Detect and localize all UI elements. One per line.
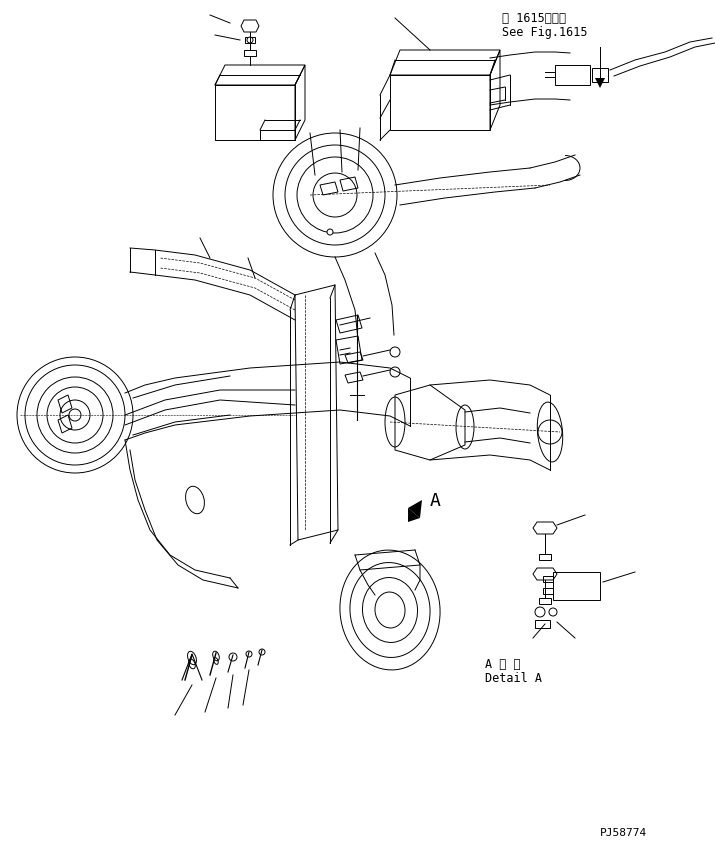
Polygon shape (595, 78, 605, 88)
Circle shape (538, 420, 562, 444)
Polygon shape (408, 508, 420, 522)
Text: PJ58774: PJ58774 (600, 828, 647, 838)
Circle shape (69, 409, 81, 421)
Text: Detail A: Detail A (485, 672, 542, 685)
Text: 第 1615図参照: 第 1615図参照 (502, 12, 566, 25)
Polygon shape (408, 500, 422, 518)
Circle shape (247, 37, 253, 43)
Circle shape (549, 608, 557, 616)
Text: A: A (430, 492, 441, 510)
Circle shape (229, 653, 237, 661)
Circle shape (246, 651, 252, 657)
Circle shape (390, 347, 400, 357)
Circle shape (327, 229, 333, 235)
Circle shape (273, 133, 397, 257)
Text: A 詳 細: A 詳 細 (485, 658, 521, 671)
Circle shape (259, 649, 265, 655)
Circle shape (390, 367, 400, 377)
Circle shape (17, 357, 133, 473)
Circle shape (535, 607, 545, 617)
Text: See Fig.1615: See Fig.1615 (502, 26, 588, 39)
